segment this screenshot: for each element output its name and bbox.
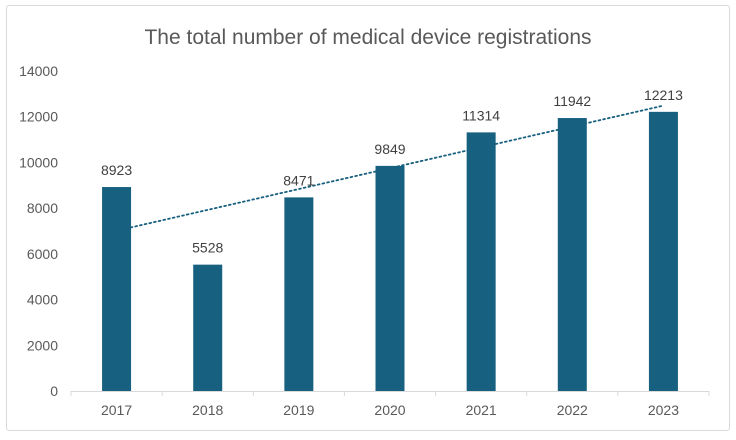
bar-2019 (284, 197, 314, 391)
chart-area (6, 5, 730, 431)
data-label: 8471 (283, 172, 314, 188)
y-tick-label: 12000 (19, 109, 58, 125)
y-tick-label: 2000 (27, 337, 58, 353)
data-label: 11314 (462, 107, 500, 123)
x-tick-label: 2022 (557, 402, 588, 418)
bar-2020 (375, 165, 405, 391)
chart-title: The total number of medical device regis… (144, 26, 592, 49)
x-tick-label: 2017 (101, 402, 132, 418)
bar-2021 (466, 132, 496, 391)
y-tick-label: 14000 (19, 63, 58, 79)
y-tick-label: 4000 (27, 292, 58, 308)
x-tick-label: 2019 (283, 402, 314, 418)
bar-2017 (102, 187, 132, 391)
y-tick-label: 8000 (27, 200, 58, 216)
x-tick-label: 2020 (374, 402, 405, 418)
data-label: 12213 (644, 87, 683, 103)
bar-2023 (648, 111, 678, 392)
data-label: 8923 (101, 162, 132, 178)
y-tick-label: 6000 (27, 246, 58, 262)
data-label: 11942 (553, 93, 591, 109)
x-tick-label: 2023 (648, 402, 679, 418)
data-label: 9849 (374, 141, 405, 157)
y-tick-label: 0 (50, 383, 58, 399)
x-tick-label: 2021 (466, 402, 497, 418)
y-tick-label: 10000 (19, 154, 58, 170)
x-tick-label: 2018 (192, 402, 223, 418)
bar-2022 (557, 118, 587, 391)
bar-2018 (193, 264, 223, 391)
data-label: 5528 (192, 240, 223, 256)
